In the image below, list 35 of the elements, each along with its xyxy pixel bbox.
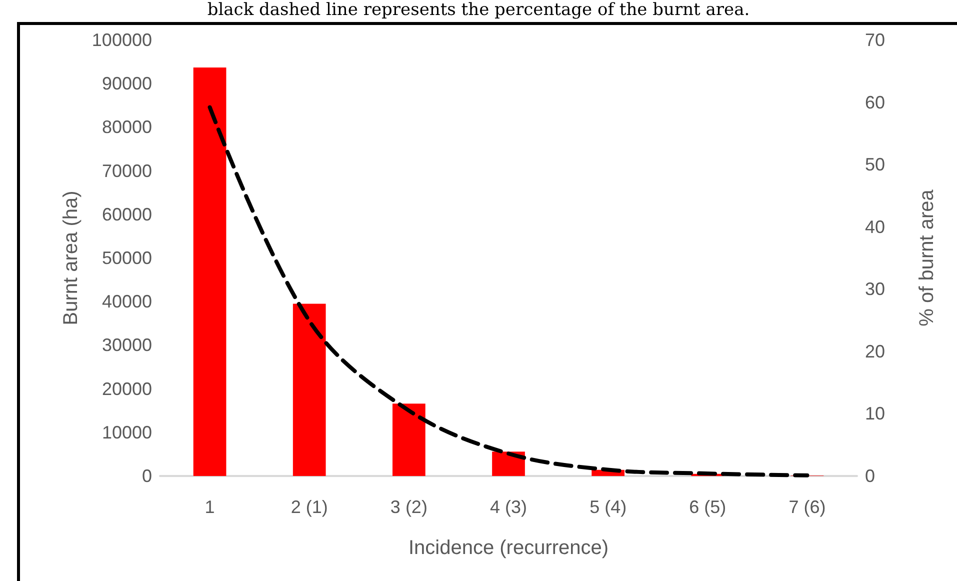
line-series [208, 105, 810, 478]
bar [392, 404, 426, 476]
y-axis-title: Burnt area (ha) [60, 190, 82, 326]
y2-tick-label: 0 [865, 466, 876, 486]
y2-tick-label: 60 [865, 92, 886, 112]
y2-tick-label: 40 [865, 216, 886, 237]
y-tick-label: 60000 [102, 204, 152, 224]
chart-title: black dashed line represents the percentage of the burnt area. [206, 0, 751, 20]
y2-tick-label: 70 [865, 30, 886, 50]
x-tick-label: 3 (2) [390, 497, 428, 517]
y-tick-label: 100000 [92, 30, 152, 50]
y-tick-label: 50000 [102, 248, 152, 268]
y-tick-label: 30000 [102, 335, 152, 356]
y-tick-label: 40000 [102, 292, 152, 312]
x-tick-label: 1 [204, 497, 215, 517]
bar [193, 67, 226, 476]
bar [492, 452, 525, 476]
bar [292, 304, 326, 476]
y-tick-label: 0 [142, 466, 152, 486]
y2-tick-label: 10 [865, 404, 886, 424]
x-axis-title: Incidence (recurrence) [408, 537, 609, 559]
x-tick-label: 2 (1) [290, 497, 328, 517]
y2-tick-label: 30 [865, 279, 886, 300]
y-tick-label: 70000 [102, 160, 152, 181]
y2-axis-title: % of burnt area [916, 188, 938, 326]
y2-tick-label: 50 [865, 154, 886, 175]
y-tick-label: 90000 [102, 74, 152, 94]
y-tick-label: 10000 [102, 422, 152, 442]
y-tick-label: 80000 [102, 117, 152, 138]
x-tick-label: 7 (6) [788, 497, 826, 517]
y-tick-label: 20000 [102, 378, 152, 399]
x-tick-label: 5 (4) [590, 497, 627, 517]
x-tick-label: 6 (5) [689, 497, 726, 517]
y2-tick-label: 20 [865, 341, 886, 362]
x-tick-label: 4 (3) [490, 497, 528, 517]
